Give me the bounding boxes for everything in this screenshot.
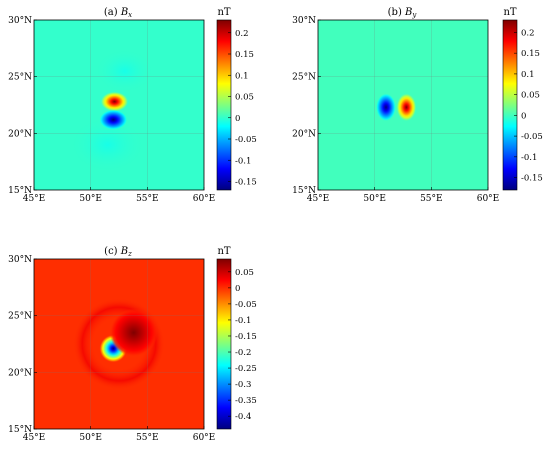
panel-b-x-tick-label: 45°E [307, 194, 330, 204]
panel-b-maximum-blob [396, 93, 417, 122]
panel-b-colorbar-tick-label: 0.2 [521, 28, 535, 38]
panel-b: (b) By nT 45°E 50°E 55°E 60°E 15°N 20°N 25°N 30… [292, 7, 543, 204]
panel-a-colorbar-tick-label: 0.05 [235, 93, 254, 103]
panel-b-title-subscript: y [411, 11, 417, 19]
panel-c: (c) Bz nT 45°E 50°E 55°E 60°E 15°N 20°N 25°N 30… [8, 246, 257, 443]
panel-a-colorbar-unit: nT [217, 7, 230, 18]
panel-b-colorbar-unit: nT [503, 7, 516, 18]
panel-c-colorbar [216, 258, 232, 430]
panel-c-colorbar-tick-label: -0.25 [235, 364, 257, 374]
panel-a-x-tick-label: 60°E [193, 194, 216, 204]
panel-c-maximum-blob [109, 308, 158, 357]
panel-a-anomaly [69, 49, 155, 173]
panel-c-x-tick-label: 60°E [193, 433, 216, 443]
panel-b-title: (b) By [388, 7, 418, 19]
panel-c-colorbar-tick-label: -0.1 [235, 316, 251, 326]
panel-a-title-prefix: (a) [104, 7, 121, 18]
panel-c-colorbar-tick-label: -0.35 [235, 396, 257, 406]
panel-a-maximum-blob [100, 91, 129, 112]
panel-a-y-tick-label: 25°N [8, 73, 32, 83]
panel-a-colorbar-tick-label: -0.1 [235, 156, 251, 166]
panel-a-x-tick-label: 50°E [79, 194, 102, 204]
panel-c-title: (c) Bz [104, 246, 132, 258]
panel-c-title-prefix: (c) [104, 246, 121, 257]
panel-b-y-tick-label: 30°N [292, 16, 316, 26]
panel-c-colorbar-tick-label: 0 [235, 284, 240, 294]
panel-b-x-tick-label: 50°E [363, 194, 386, 204]
panel-c-colorbar-tick-label: -0.15 [235, 332, 257, 342]
panel-c-y-tick-label: 20°N [8, 368, 32, 378]
panel-b-y-tick-label: 25°N [292, 73, 316, 83]
panel-a-x-tick-label: 45°E [23, 194, 46, 204]
panel-c-y-tick-label: 15°N [8, 425, 32, 435]
panel-b-colorbar-tick-label: 0.1 [521, 70, 535, 80]
panel-c-colorbar-tick-label: -0.2 [235, 348, 251, 358]
panel-a-colorbar [216, 19, 232, 191]
panel-a-y-tick-label: 20°N [8, 129, 32, 139]
panel-a-colorbar-tick-label: -0.15 [235, 178, 257, 188]
panel-c-y-tick-label: 25°N [8, 312, 32, 322]
panel-a-frame [33, 19, 205, 191]
panel-b-x-tick-label: 60°E [477, 194, 500, 204]
panel-a-colorbar-tick-label: 0 [235, 114, 240, 124]
panel-c-colorbar-tick-label: -0.05 [235, 300, 257, 310]
panel-a-colorbar-tick-label: 0.15 [235, 50, 254, 60]
panel-c-x-tick-label: 55°E [136, 433, 159, 443]
panel-b-colorbar-tick-label: 0 [521, 111, 526, 121]
panel-a-title: (a) Bx [104, 7, 132, 19]
panel-c-colorbar-tick-label: -0.3 [235, 380, 251, 390]
panel-b-title-prefix: (b) [388, 7, 405, 18]
panel-b-colorbar-tick-label: -0.1 [521, 153, 537, 163]
panel-b-colorbar-tick-label: 0.05 [521, 91, 540, 101]
panel-c-frame [33, 258, 205, 430]
panel-b-colorbar-tick-label: -0.15 [521, 174, 543, 184]
panel-c-colorbar-tick-label: 0.05 [235, 268, 254, 278]
panel-a-y-tick-label: 15°N [8, 186, 32, 196]
panel-b-colorbar-tick-label: -0.05 [521, 132, 543, 142]
panel-c-title-subscript: z [127, 250, 132, 258]
panel-c-x-tick-label: 50°E [79, 433, 102, 443]
panel-b-minimum-blob [376, 93, 396, 122]
panel-a-minimum-blob [99, 109, 128, 130]
panel-a-title-symbol: B [120, 7, 128, 18]
panel-c-x-tick-label: 45°E [23, 433, 46, 443]
panel-a-x-tick-label: 55°E [136, 194, 159, 204]
panel-b-colorbar [502, 19, 518, 191]
panel-a-colorbar-tick-label: 0.1 [235, 71, 249, 81]
panel-a-lobe [69, 116, 146, 173]
panel-a-lobe [94, 49, 155, 93]
panel-a-colorbar-tick-label: 0.2 [235, 29, 249, 39]
panel-a: (a) Bx nT 45°E 50°E 55°E 60°E 15°N 20°N 25°N 30… [8, 7, 257, 204]
panel-b-anomaly [376, 93, 417, 122]
panel-a-title-subscript: x [128, 11, 132, 19]
panel-c-anomaly [73, 298, 165, 390]
panel-a-y-tick-label: 30°N [8, 16, 32, 26]
panel-b-y-tick-label: 15°N [292, 186, 316, 196]
panel-b-x-tick-label: 55°E [420, 194, 443, 204]
panel-b-title-symbol: B [404, 7, 412, 18]
panel-c-colorbar-unit: nT [217, 246, 230, 257]
panel-c-y-tick-label: 30°N [8, 255, 32, 265]
panel-c-title-symbol: B [120, 246, 128, 257]
panel-b-colorbar-tick-label: 0.15 [521, 49, 540, 59]
panel-a-colorbar-tick-label: -0.05 [235, 135, 257, 145]
panel-c-colorbar-tick-label: -0.4 [235, 412, 251, 422]
panel-b-y-tick-label: 20°N [292, 129, 316, 139]
panel-b-frame [317, 19, 489, 191]
